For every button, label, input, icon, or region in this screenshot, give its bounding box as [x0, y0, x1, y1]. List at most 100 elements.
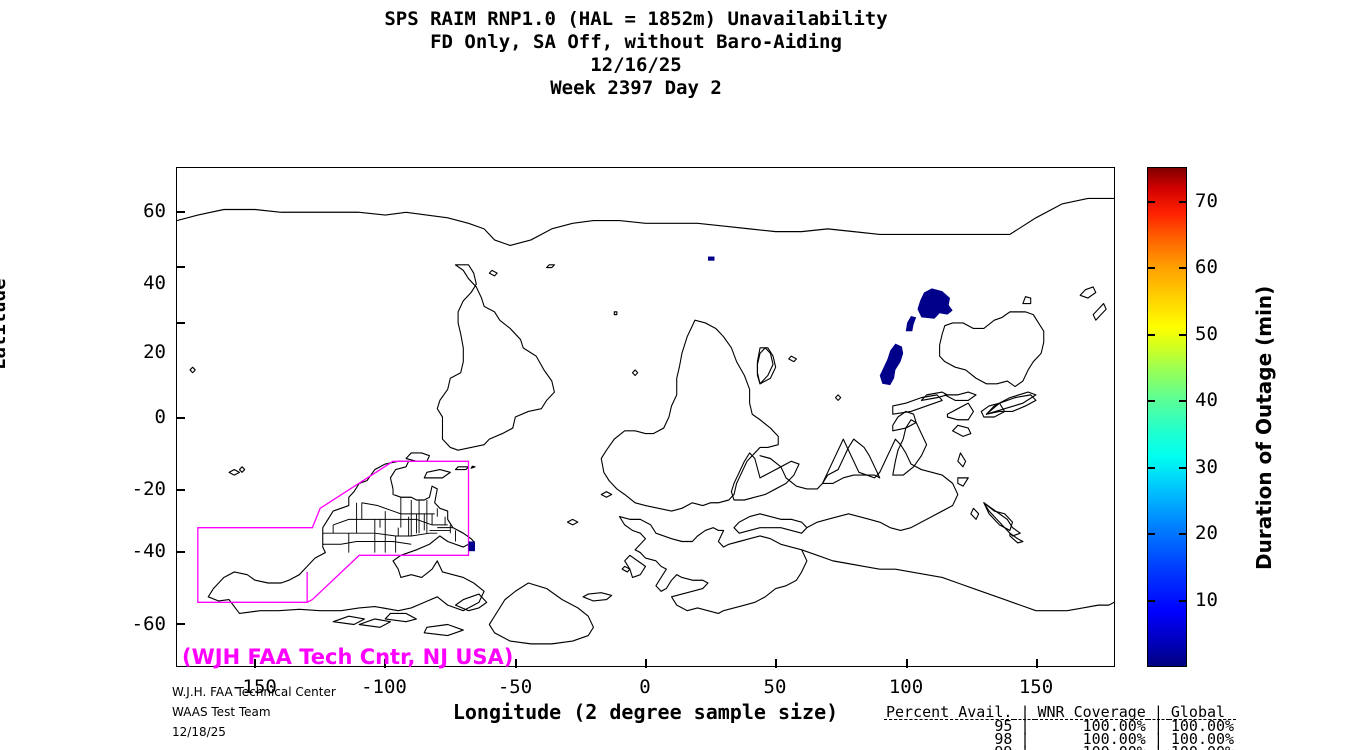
xtick-mark-100 — [906, 659, 908, 668]
stats-cell-global: 100.00% — [1170, 730, 1235, 748]
colorbar-label-40: 40 — [1195, 389, 1218, 411]
xtick-label-150: 150 — [1018, 676, 1054, 698]
stats-cell-percent: 99 — [884, 745, 1014, 750]
ytick-label-20: 20 — [143, 341, 166, 363]
stats-header-separator-2: | — [1147, 705, 1169, 720]
title-line-4: Week 2397 Day 2 — [550, 77, 722, 99]
xtick-label-0: 0 — [639, 676, 651, 698]
ytick-label-minus60: -60 — [131, 613, 166, 635]
colorbar-label-10: 10 — [1195, 589, 1218, 611]
stats-cell-separator: | — [1020, 730, 1030, 748]
stats-header-global: Global — [1168, 705, 1237, 720]
y-axis-label: Latitude — [0, 278, 10, 370]
colorbar-tick-left-60 — [1147, 267, 1155, 269]
stats-cell-separator: | — [1020, 717, 1030, 735]
wnr-source-caption: (WJH FAA Tech Cntr, NJ USA) — [182, 645, 514, 669]
xtick-label-minus50: -50 — [497, 676, 533, 698]
colorbar-tick-right-10 — [1179, 600, 1187, 602]
outage-region-indian-ocean-north — [879, 343, 904, 386]
stats-cell-wnr: 100.00% — [1035, 745, 1147, 750]
ytick-label-60: 60 — [143, 200, 166, 222]
ytick-mark-minus40 — [176, 551, 185, 553]
xtick-mark-minus50 — [515, 659, 517, 668]
table-row: 99 | 100.00% | 100.00% — [884, 745, 1236, 750]
colorbar-tick-right-20 — [1179, 533, 1187, 535]
page-title: SPS RAIM RNP1.0 (HAL = 1852m) Unavailabi… — [0, 8, 1272, 100]
colorbar-tick-right-50 — [1179, 334, 1187, 336]
world-map-plot — [176, 167, 1115, 667]
x-axis-label: Longitude (2 degree sample size) — [452, 700, 839, 724]
stats-cell-separator: | — [1153, 717, 1163, 735]
outage-region-southern-ocean-speck — [707, 256, 715, 261]
table-row: 95 | 100.00% | 100.00% — [884, 717, 1236, 735]
colorbar-tick-right-30 — [1179, 467, 1187, 469]
stats-header-row: Percent Avail. | WNR Coverage | Global — [884, 703, 1237, 721]
ytick-mark-40 — [176, 266, 185, 268]
colorbar-tick-left-20 — [1147, 533, 1155, 535]
title-line-1: SPS RAIM RNP1.0 (HAL = 1852m) Unavailabi… — [384, 8, 888, 30]
colorbar-tick-left-40 — [1147, 400, 1155, 402]
ytick-mark-minus20 — [176, 489, 185, 491]
table-row: 98 | 100.00% | 100.00% — [884, 730, 1236, 748]
xtick-mark-50 — [775, 659, 777, 668]
outage-region-indian-ocean-small — [905, 316, 917, 332]
ytick-label-0: 0 — [154, 406, 166, 428]
xtick-mark-minus100 — [384, 659, 386, 668]
organization-credit: W.J.H. FAA Technical Center WAAS Test Te… — [172, 682, 336, 742]
stats-cell-separator: | — [1148, 745, 1169, 750]
stats-cell-global: 100.00% — [1169, 745, 1236, 750]
xtick-mark-minus150 — [254, 659, 256, 668]
ytick-label-minus20: -20 — [131, 478, 166, 500]
coastlines-layer — [177, 197, 1114, 645]
colorbar-tick-left-50 — [1147, 334, 1155, 336]
stats-cell-percent: 98 — [994, 730, 1013, 748]
colorbar-tick-right-70 — [1179, 201, 1187, 203]
stats-cell-global: 100.00% — [1170, 717, 1235, 735]
outage-region-sw-australia — [917, 288, 953, 319]
colorbar-gradient — [1147, 167, 1187, 667]
colorbar-axis-label: Duration of Outage (min) — [1252, 285, 1276, 570]
colorbar-label-70: 70 — [1195, 190, 1218, 212]
ytick-mark-20 — [176, 322, 185, 324]
xtick-label-minus150: -150 — [231, 676, 277, 698]
xtick-label-minus100: -100 — [361, 676, 407, 698]
credit-line-2: WAAS Test Team — [172, 705, 271, 719]
ytick-mark-60 — [176, 211, 185, 213]
stats-cell-separator: | — [1014, 745, 1035, 750]
colorbar-tick-right-60 — [1179, 267, 1187, 269]
colorbar-tick-right-40 — [1179, 400, 1187, 402]
colorbar-tick-left-10 — [1147, 600, 1155, 602]
availability-stats-table: Percent Avail. | WNR Coverage | Global 9… — [884, 680, 1237, 750]
stats-cell-wnr: 100.00% — [1082, 730, 1146, 748]
ytick-label-40: 40 — [143, 272, 166, 294]
xtick-mark-0 — [645, 659, 647, 668]
xtick-label-100: 100 — [888, 676, 924, 698]
world-map-svg — [177, 197, 1114, 645]
ytick-mark-minus60 — [176, 623, 185, 625]
stats-header-separator-1: | — [1014, 705, 1036, 720]
credit-line-3: 12/18/25 — [172, 725, 226, 739]
us-state-borders-layer — [322, 497, 456, 553]
colorbar-tick-left-70 — [1147, 201, 1155, 203]
colorbar-label-30: 30 — [1195, 456, 1218, 478]
title-line-2: FD Only, SA Off, without Baro-Aiding — [430, 31, 842, 53]
ytick-label-minus40: -40 — [131, 540, 166, 562]
colorbar-label-20: 20 — [1195, 522, 1218, 544]
stats-header-wnr: WNR Coverage — [1035, 703, 1148, 721]
xtick-mark-150 — [1036, 659, 1038, 668]
ytick-mark-0 — [176, 417, 185, 419]
credit-line-1: W.J.H. FAA Technical Center — [172, 685, 336, 699]
stats-cell-wnr: 100.00% — [1082, 717, 1146, 735]
outage-region-maine — [468, 541, 476, 552]
colorbar-label-60: 60 — [1195, 256, 1218, 278]
title-line-3: 12/16/25 — [590, 54, 682, 76]
stats-header-percent: Percent Avail. — [884, 703, 1015, 721]
colorbar-tick-left-30 — [1147, 467, 1155, 469]
colorbar-group: 70 60 50 40 30 20 10 — [1147, 167, 1218, 667]
stats-cell-percent: 95 — [994, 717, 1013, 735]
xtick-label-50: 50 — [763, 676, 787, 698]
stats-cell-separator: | — [1153, 730, 1163, 748]
colorbar-label-50: 50 — [1195, 323, 1218, 345]
wnr-boundary-layer — [197, 460, 470, 604]
